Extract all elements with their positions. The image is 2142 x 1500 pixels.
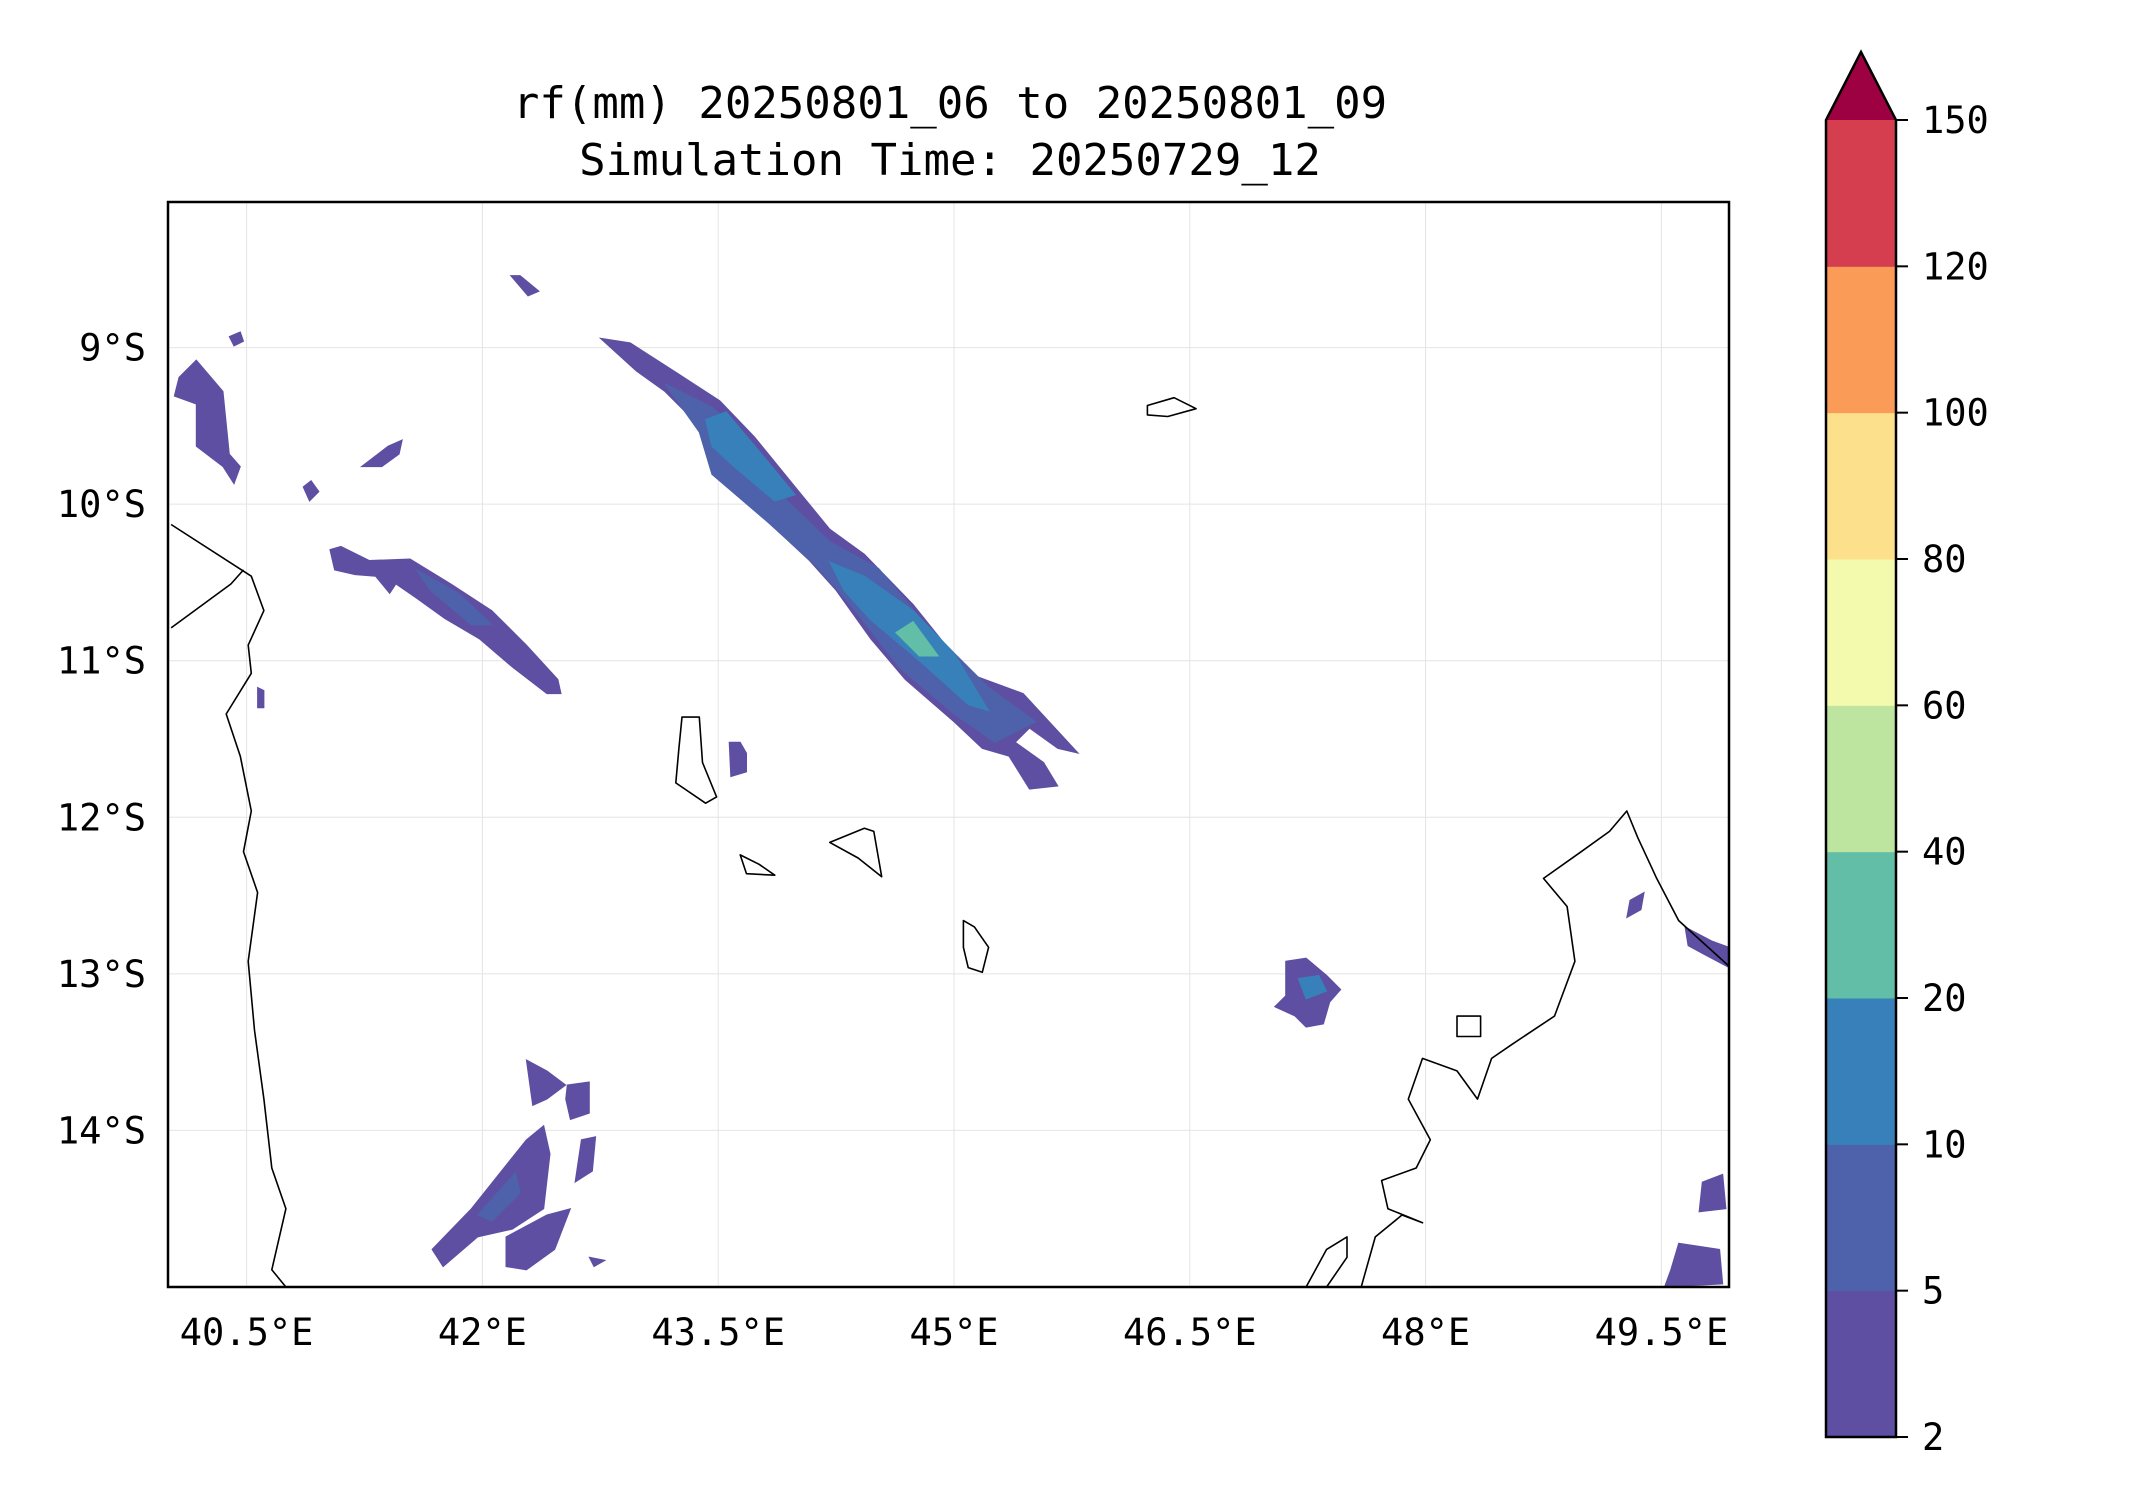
- chart-subtitle: Simulation Time: 20250729_12: [579, 135, 1321, 186]
- coastline: [962, 919, 990, 974]
- colorbar-segment: [1826, 1144, 1896, 1292]
- y-tick-label: 9°S: [79, 327, 146, 370]
- colorbar-segment: [1826, 412, 1896, 560]
- map-plot-area: 40.5°E 42°E 43.5°E 45°E 46.5°E 48°E 49.5°E 9°S 1…: [57, 200, 1731, 1354]
- rainfall-contour: [1626, 891, 1645, 919]
- rainfall-contour: [1663, 1242, 1724, 1287]
- rainfall-contour: [415, 569, 494, 626]
- plot-frame: [166, 200, 1731, 1289]
- rainfall-contour: [329, 545, 562, 695]
- rainfall-contour: [565, 1081, 590, 1121]
- rainfall-contour: [574, 1136, 597, 1184]
- y-tick-label: 12°S: [57, 796, 146, 839]
- colorbar-segment: [1826, 559, 1896, 706]
- x-tick-label: 49.5°E: [1595, 1311, 1729, 1354]
- colorbar-tick-label: 100: [1922, 392, 1989, 435]
- rainfall-contour: [728, 741, 747, 778]
- coastline: [170, 523, 287, 1287]
- y-tick-label: 10°S: [57, 483, 146, 526]
- coastline: [739, 854, 776, 877]
- colorbar-tick-label: 150: [1922, 99, 1989, 142]
- colorbar-segment: [1826, 851, 1896, 999]
- rainfall-contour: [525, 1059, 567, 1107]
- colorbar-segment: [1826, 266, 1896, 414]
- coastline: [674, 716, 718, 805]
- rainfall-contour: [895, 620, 940, 657]
- x-tick-label: 42°E: [438, 1311, 527, 1354]
- rainfall-contour: [359, 439, 403, 468]
- rainfall-contour: [228, 331, 245, 347]
- x-tick-label: 43.5°E: [651, 1311, 785, 1354]
- rainfall-contour: [431, 1124, 551, 1268]
- coastline: [1146, 396, 1197, 418]
- rainfall-contour: [476, 1171, 521, 1222]
- colorbar-tick-label: 40: [1922, 831, 1967, 874]
- rainfall-contour: [505, 1207, 572, 1271]
- colorbar-tick-label: 80: [1922, 538, 1967, 581]
- rainfall-contour: [588, 1256, 607, 1268]
- x-tick-label: 45°E: [909, 1311, 998, 1354]
- colorbar-tick-label: 60: [1922, 684, 1967, 727]
- rainfall-contour: [1698, 1173, 1727, 1213]
- x-tick-label: 46.5°E: [1123, 1311, 1257, 1354]
- colorbar-segment: [1826, 705, 1896, 853]
- coastline: [1360, 810, 1729, 1287]
- colorbar-tick-label: 10: [1922, 1123, 1967, 1166]
- rainfall-contour: [173, 359, 241, 485]
- coastline: [828, 827, 883, 878]
- plot-background: [168, 202, 1729, 1287]
- y-tick-label: 11°S: [57, 640, 146, 683]
- colorbar-tick-label: 120: [1922, 245, 1989, 288]
- colorbar-tick-label: 5: [1922, 1270, 1944, 1313]
- coastline: [1456, 1015, 1482, 1038]
- colorbar: 2 5 10 20 40 60 80 100 120 150: [1824, 49, 1989, 1459]
- y-tick-label: 13°S: [57, 953, 146, 996]
- coastline: [1305, 1236, 1348, 1287]
- chart-title: rf(mm) 20250801_06 to 20250801_09: [513, 78, 1387, 129]
- colorbar-segment: [1826, 1290, 1896, 1438]
- x-tick-label: 48°E: [1381, 1311, 1470, 1354]
- colorbar-segment: [1826, 120, 1896, 267]
- map-layers: [170, 275, 1729, 1287]
- rainfall-contour: [509, 275, 540, 297]
- colorbar-segment: [1826, 998, 1896, 1145]
- colorbar-outline: [1824, 49, 1898, 1439]
- rainfall-contour: [302, 479, 320, 502]
- y-tick-label: 14°S: [57, 1109, 146, 1152]
- colorbar-tick-label: 2: [1922, 1416, 1944, 1459]
- rainfall-contour: [257, 686, 265, 709]
- rainfall-contour: [1297, 974, 1328, 1000]
- rainfall-contour: [705, 411, 797, 502]
- coastline: [170, 569, 245, 629]
- colorbar-extend-arrow: [1826, 52, 1896, 120]
- colorbar-tick-label: 20: [1922, 977, 1967, 1020]
- x-tick-label: 40.5°E: [180, 1311, 314, 1354]
